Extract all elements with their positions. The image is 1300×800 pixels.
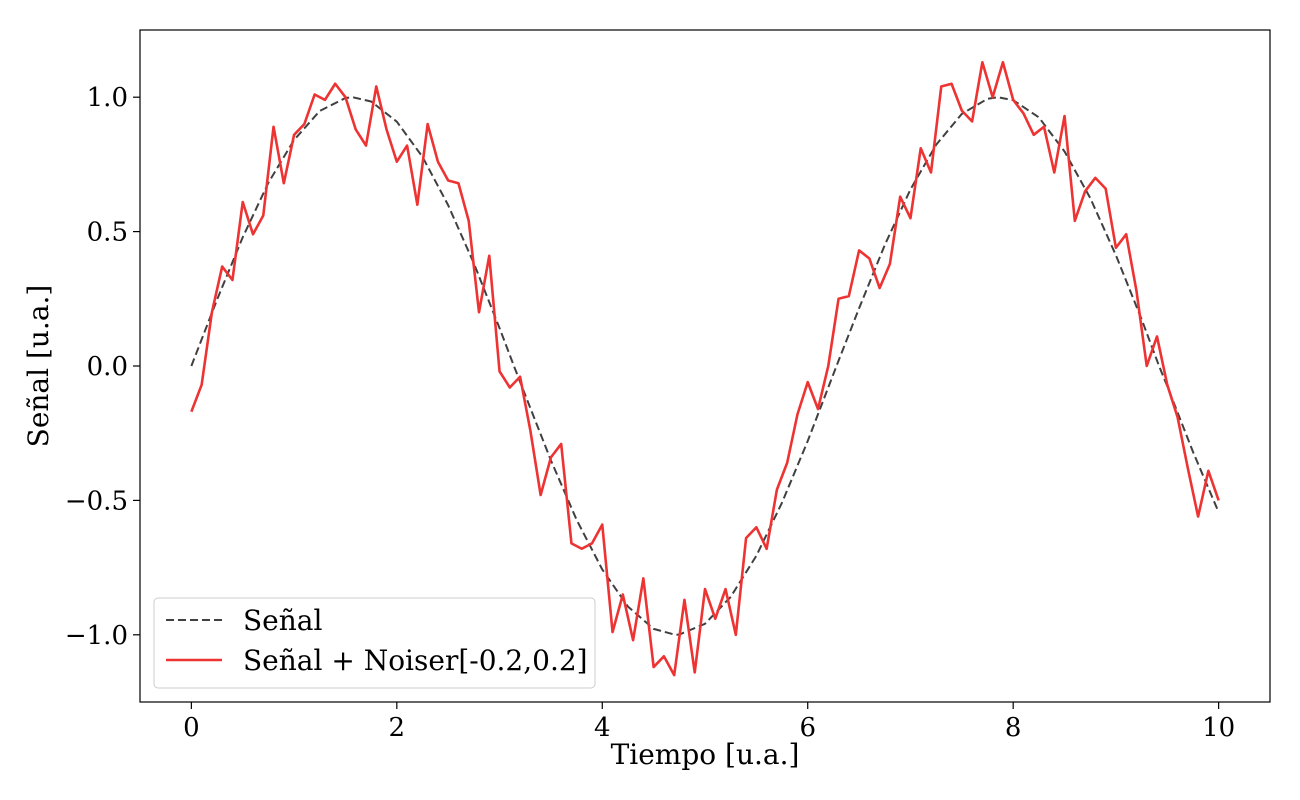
- x-tick-label: 6: [799, 713, 816, 743]
- y-axis-title: Señal [u.a.]: [22, 285, 55, 448]
- y-axis-ticks: −1.0 −0.5 0.0 0.5 1.0: [65, 83, 140, 651]
- y-tick-label: −0.5: [65, 486, 128, 516]
- plot-frame: [139, 29, 1271, 703]
- series-line-senal: [190, 96, 1220, 636]
- y-tick-label: −1.0: [65, 621, 128, 651]
- y-tick-label: 0.0: [87, 352, 128, 382]
- x-tick-label: 2: [389, 713, 406, 743]
- x-tick-label: 0: [183, 713, 200, 743]
- legend: Señal Señal + Noiser[-0.2,0.2]: [153, 597, 596, 689]
- x-tick-label: 8: [1005, 713, 1022, 743]
- y-tick-label: 1.0: [87, 83, 128, 113]
- legend-label-senal-noise: Señal + Noiser[-0.2,0.2]: [243, 644, 588, 677]
- legend-label-senal: Señal: [243, 604, 322, 637]
- x-axis-ticks: 0 2 4 6 8 10: [183, 702, 1235, 743]
- legend-box: [153, 597, 596, 689]
- series-layer: [190, 60, 1220, 677]
- x-tick-label: 4: [594, 713, 611, 743]
- y-tick-label: 0.5: [87, 218, 128, 248]
- x-axis-title: Tiempo [u.a.]: [611, 738, 800, 771]
- x-tick-label: 10: [1202, 713, 1235, 743]
- series-line-senal-noise: [190, 60, 1220, 677]
